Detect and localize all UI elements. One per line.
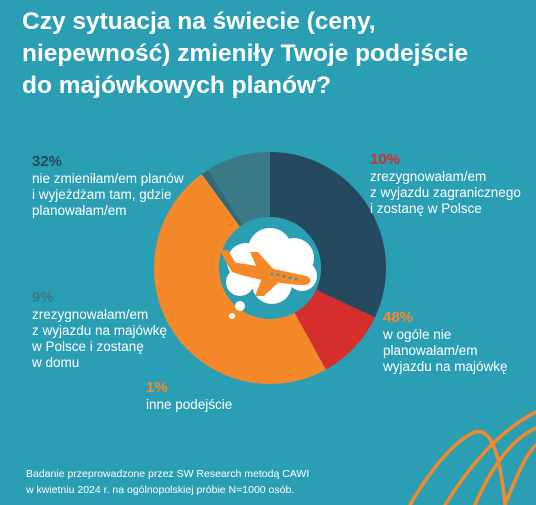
label-1-line-1: inne podejście [146,397,233,412]
airplane-in-cloud-icon [220,228,317,319]
donut-slices [153,152,386,385]
value-label-10: 10% [370,151,401,168]
label-48-line-2: planowałam/em [383,343,478,358]
label-9: 9% zrezygnowałam/em z wyjazdu na majówkę… [32,288,167,371]
label-10-line-2: z wyjazdu zagranicznego [370,185,521,200]
label-48: 48% w ogóle nie planowałam/em wyjazdu na… [383,308,508,375]
label-32-line-3: planowałam/em [32,203,127,218]
label-32: 32% nie zmieniłam/em planów i wyjeżdżam … [32,152,184,219]
value-label-1: 1% [146,379,168,396]
label-9-line-1: zrezygnowałam/em [32,307,149,322]
title-line-3: do majówkowych planów? [22,72,332,99]
label-9-line-4: w domu [32,355,80,370]
footnote: Badanie przeprowadzone przez SW Research… [26,466,309,498]
value-label-32: 32% [32,153,63,170]
label-1: 1% inne podejście [146,378,232,413]
label-32-line-2: i wyjeżdżam tam, gdzie [32,187,172,202]
donut-slice-48 [153,174,326,385]
value-label-48: 48% [383,309,414,326]
donut-slice-10 [294,289,375,370]
label-32-line-1: nie zmieniłam/em planów [32,171,184,186]
label-10: 10% zrezygnowałam/em z wyjazdu zagranicz… [370,150,521,217]
label-10-line-3: i zostanę w Polsce [370,201,482,216]
label-48-line-3: wyjazdu na majówkę [383,359,508,374]
label-48-line-1: w ogóle nie [383,327,452,342]
donut-slice-32 [270,152,386,318]
title-line-1: Czy sytuacja na świecie (ceny, [22,8,376,35]
label-10-line-1: zrezygnowałam/em [370,169,487,184]
donut-slice-1 [201,170,243,227]
chart-title: Czy sytuacja na świecie (ceny, niepewnoś… [22,6,522,102]
footnote-line-2: w kwietniu 2024 r. na ogólnopolskiej pró… [26,484,295,496]
title-line-2: niepewność) zmieniły Twoje podejście [22,40,469,67]
label-9-line-3: w Polsce i zostanę [32,339,144,354]
value-label-9: 9% [32,289,54,306]
decorative-swoosh [408,410,536,505]
label-9-line-2: z wyjazdu na majówkę [32,323,168,338]
donut-slice-9 [207,152,270,225]
footnote-line-1: Badanie przeprowadzone przez SW Research… [26,468,310,480]
